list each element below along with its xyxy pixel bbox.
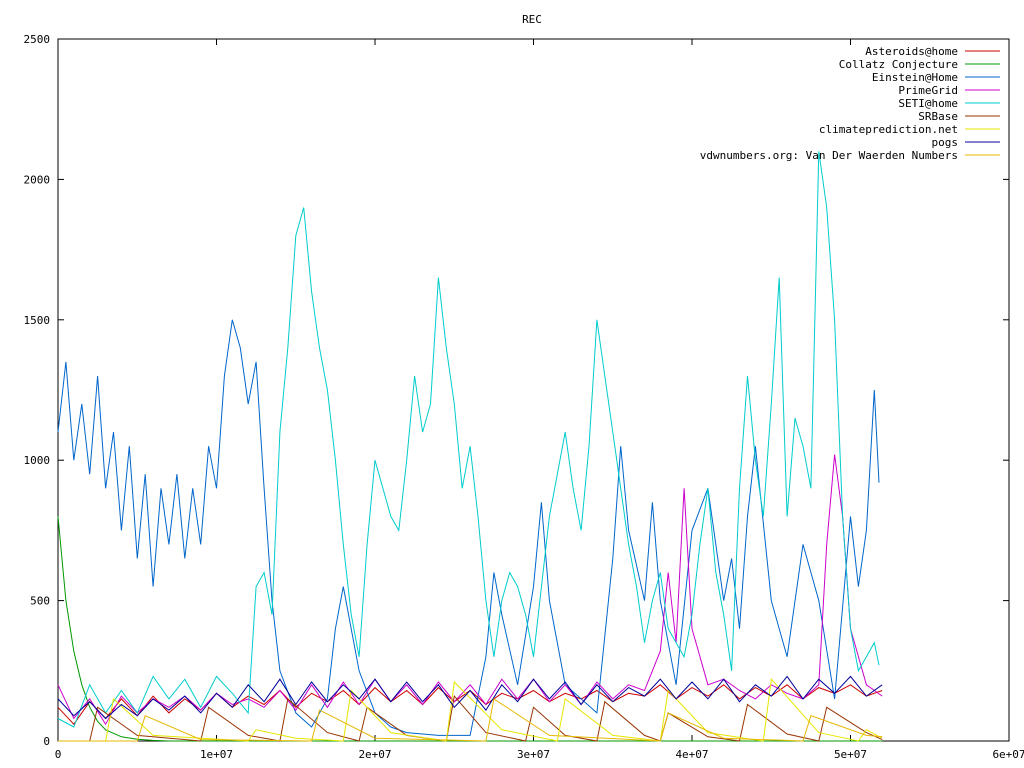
series-line-5 xyxy=(58,694,883,742)
series-line-3 xyxy=(57,454,883,726)
x-tick-label: 5e+07 xyxy=(834,748,867,761)
x-tick-label: 3e+07 xyxy=(517,748,550,761)
x-tick-label: 1e+07 xyxy=(200,748,233,761)
series-line-2 xyxy=(57,319,880,736)
x-axis: 0 1e+07 2e+07 3e+07 4e+07 5e+07 6e+07 xyxy=(55,39,1024,761)
y-axis: 0 500 1000 1500 2000 2500 xyxy=(24,33,1009,748)
series-line-4 xyxy=(57,151,880,728)
legend-label: SETI@home xyxy=(898,97,958,110)
x-tick-label: 0 xyxy=(55,748,62,761)
legend-label: PrimeGrid xyxy=(898,84,958,97)
series-line-8 xyxy=(58,698,883,742)
y-tick-label: 0 xyxy=(43,735,50,748)
legend-label: SRBase xyxy=(918,110,958,123)
y-tick-label: 1500 xyxy=(24,314,51,327)
y-tick-label: 500 xyxy=(30,595,50,608)
series-line-7 xyxy=(57,675,883,720)
series-line-6 xyxy=(58,678,883,742)
x-tick-label: 4e+07 xyxy=(675,748,708,761)
legend-label: Collatz Conjecture xyxy=(839,58,958,71)
series-line-1 xyxy=(57,516,883,742)
legend-label: vdwnumbers.org: Van Der Waerden Numbers xyxy=(700,149,958,162)
legend-label: climateprediction.net xyxy=(819,123,958,136)
legend-label: Einstein@Home xyxy=(872,71,958,84)
legend-label: pogs xyxy=(932,136,959,149)
y-tick-label: 2000 xyxy=(24,173,51,186)
legend-label: Asteroids@home xyxy=(865,45,958,58)
x-tick-label: 6e+07 xyxy=(992,748,1024,761)
plot-frame xyxy=(57,38,1010,742)
y-tick-label: 2500 xyxy=(24,33,51,46)
y-tick-label: 1000 xyxy=(24,454,51,467)
chart-title: REC xyxy=(522,13,542,26)
x-tick-label: 2e+07 xyxy=(358,748,391,761)
series-group xyxy=(57,151,883,742)
